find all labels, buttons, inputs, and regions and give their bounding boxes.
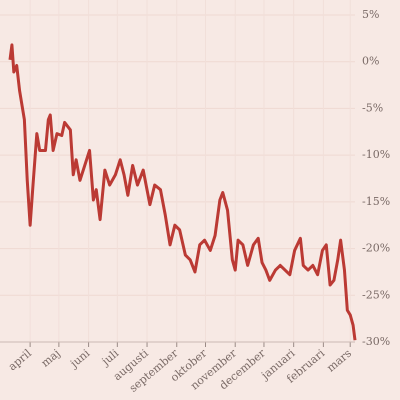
y-tick-label: 5%	[362, 8, 379, 21]
line	[8, 43, 357, 341]
y-tick-label: -30%	[362, 335, 390, 348]
y-tick-label: -10%	[362, 148, 390, 161]
y-tick-label: 0%	[362, 55, 379, 68]
y-tick-label: -5%	[362, 101, 383, 114]
y-tick-label: -15%	[362, 195, 390, 208]
y-tick-label: -20%	[362, 242, 390, 255]
y-tick-label: -25%	[362, 288, 390, 301]
